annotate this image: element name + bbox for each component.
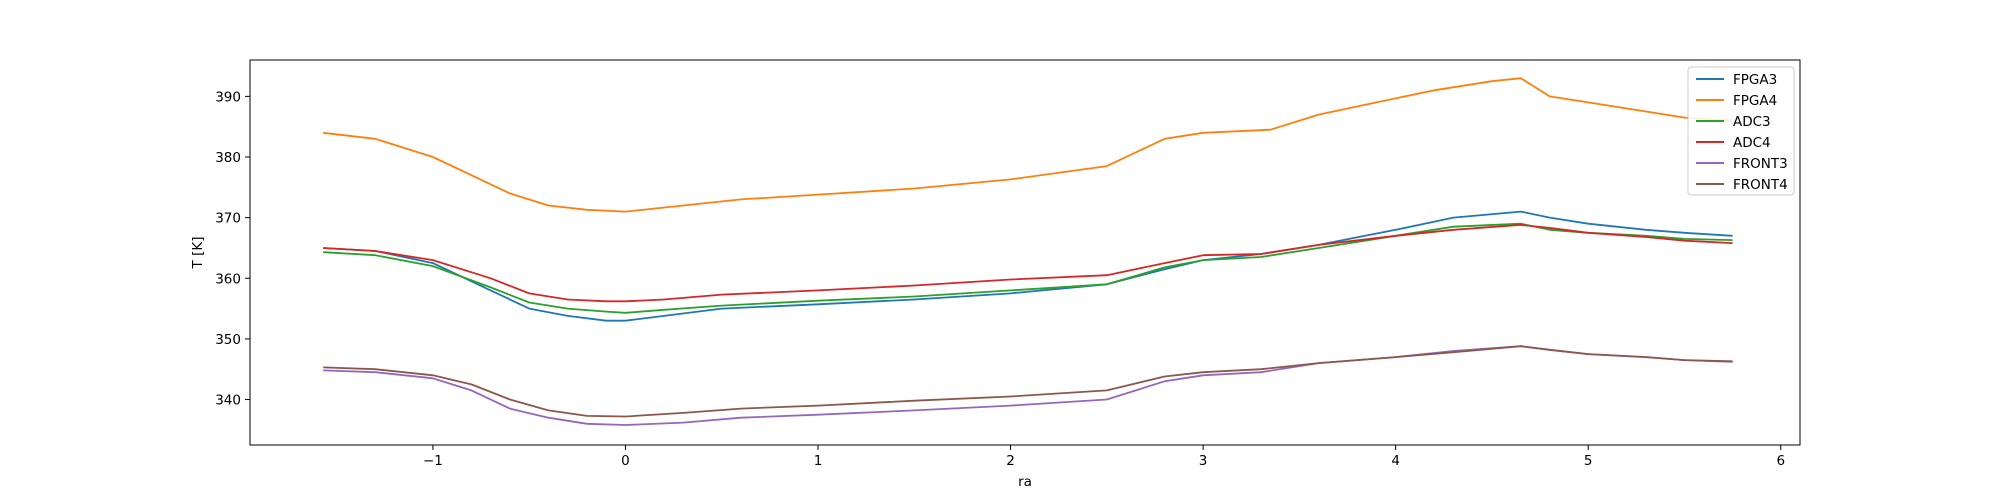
series-line-front4: [323, 345, 1733, 418]
series-line-fpga4: [323, 77, 1733, 213]
x-tick-label: 4: [1391, 453, 1400, 469]
y-tick-label: 340: [215, 393, 241, 409]
x-axis-ticks: −1 0 1 2 3 4 5 6: [423, 445, 1785, 469]
legend-label-front4: FRONT4: [1733, 177, 1788, 193]
x-tick-label: 5: [1584, 453, 1593, 469]
x-tick-label: 0: [621, 453, 630, 469]
y-tick-label: 370: [215, 211, 241, 227]
y-tick-label: 390: [215, 89, 241, 105]
legend-items: FPGA3 FPGA4 ADC3 ADC4 FRONT3 FRONT4: [1696, 72, 1788, 193]
plot-frame: [249, 59, 1801, 446]
y-tick-label: 380: [215, 150, 241, 166]
y-tick-label: 350: [215, 332, 241, 348]
legend-label-fpga3: FPGA3: [1733, 72, 1777, 88]
y-axis-ticks: 340 350 360 370 380 390: [215, 89, 250, 409]
y-axis-label: T [K]: [190, 237, 206, 270]
legend-label-fpga4: FPGA4: [1733, 93, 1777, 109]
x-tick-label: −1: [423, 453, 443, 469]
legend-label-adc4: ADC4: [1733, 135, 1771, 151]
plot-area: [250, 60, 1800, 445]
series-layer: [323, 77, 1733, 426]
legend-label-adc3: ADC3: [1733, 114, 1771, 130]
y-tick-label: 360: [215, 271, 241, 287]
x-axis-label: ra: [1018, 474, 1032, 490]
legend-label-front3: FRONT3: [1733, 156, 1788, 172]
legend: FPGA3 FPGA4 ADC3 ADC4 FRONT3 FRONT4: [1687, 66, 1795, 196]
series-line-fpga3: [323, 210, 1733, 322]
x-tick-label: 2: [1006, 453, 1015, 469]
x-tick-label: 3: [1199, 453, 1208, 469]
series-line-adc3: [323, 222, 1733, 314]
x-tick-label: 1: [814, 453, 823, 469]
x-tick-label: 6: [1776, 453, 1785, 469]
series-line-adc4: [323, 223, 1733, 303]
